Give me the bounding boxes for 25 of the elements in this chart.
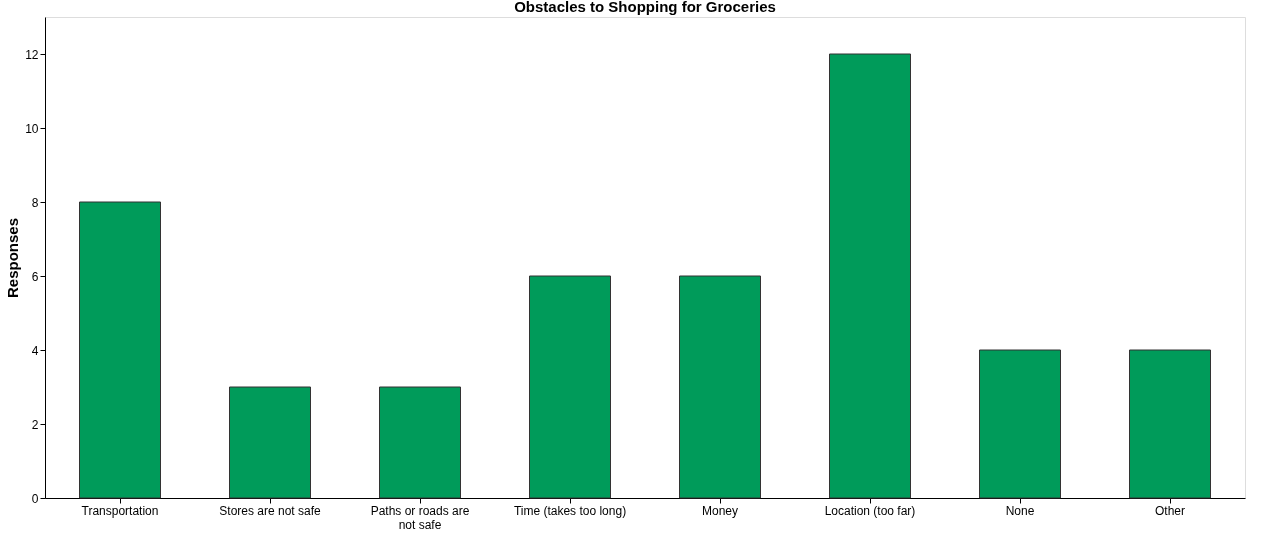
x-tick-label: None (1005, 503, 1035, 518)
bar (379, 386, 461, 499)
y-tick-label: 10 (25, 121, 39, 136)
y-tick-label: 4 (31, 343, 39, 358)
bar (79, 201, 161, 499)
bar (529, 275, 611, 499)
x-tick-label: Stores are not safe (219, 503, 322, 518)
x-tick-label: Other (1154, 503, 1186, 518)
y-tick-label: 8 (31, 195, 39, 210)
y-tick-label: 0 (31, 491, 39, 506)
bar (829, 53, 911, 499)
bar (679, 275, 761, 499)
bar (229, 386, 311, 499)
y-tick-label: 6 (31, 269, 39, 284)
x-tick-label: Time (takes too long) (513, 503, 627, 518)
x-tick-label: Paths or roads are not safe (370, 503, 470, 532)
y-tick-label: 12 (25, 47, 39, 62)
x-tick-label: Money (701, 503, 739, 518)
y-tick-label: 2 (31, 417, 39, 432)
x-tick-label: Transportation (81, 503, 159, 518)
chart-title: Obstacles to Shopping for Groceries (514, 0, 776, 15)
bar (979, 349, 1061, 499)
bar (1129, 349, 1211, 499)
x-tick-label: Location (too far) (824, 503, 916, 518)
y-axis-title: Responses (4, 217, 22, 299)
